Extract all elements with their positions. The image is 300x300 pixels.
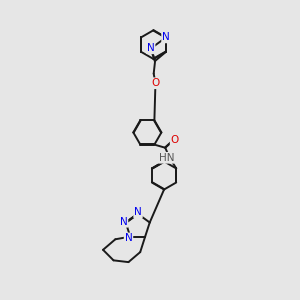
Text: N: N: [134, 207, 142, 218]
Text: N: N: [147, 43, 154, 53]
Text: N: N: [124, 233, 132, 243]
Text: N: N: [120, 217, 128, 227]
Text: O: O: [151, 78, 160, 88]
Text: HN: HN: [159, 153, 174, 163]
Text: O: O: [171, 135, 179, 145]
Text: N: N: [162, 32, 170, 42]
